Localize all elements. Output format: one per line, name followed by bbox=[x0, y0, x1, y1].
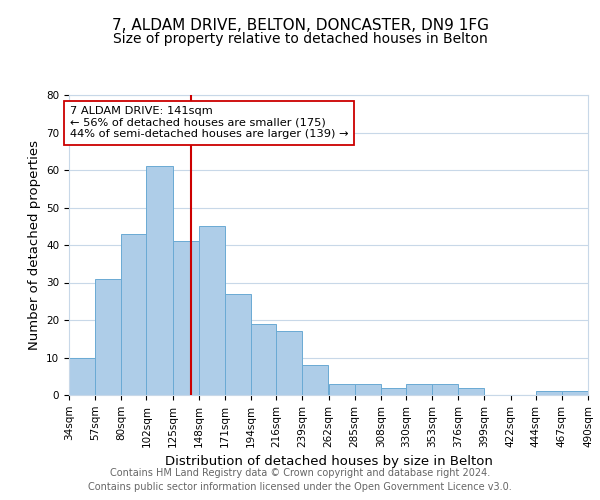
Bar bbox=[146, 166, 173, 395]
Bar bbox=[276, 331, 302, 395]
Text: Size of property relative to detached houses in Belton: Size of property relative to detached ho… bbox=[113, 32, 487, 46]
Bar bbox=[406, 384, 432, 395]
Bar bbox=[199, 226, 225, 395]
Bar bbox=[173, 242, 199, 395]
Bar bbox=[381, 388, 406, 395]
Bar bbox=[225, 294, 251, 395]
Bar bbox=[302, 365, 329, 395]
Bar bbox=[121, 234, 146, 395]
Bar bbox=[536, 391, 562, 395]
Bar bbox=[432, 384, 458, 395]
Text: Contains HM Land Registry data © Crown copyright and database right 2024.
Contai: Contains HM Land Registry data © Crown c… bbox=[88, 468, 512, 492]
Text: 7, ALDAM DRIVE, BELTON, DONCASTER, DN9 1FG: 7, ALDAM DRIVE, BELTON, DONCASTER, DN9 1… bbox=[112, 18, 488, 32]
Bar bbox=[251, 324, 276, 395]
Bar bbox=[69, 358, 95, 395]
Bar bbox=[329, 384, 355, 395]
Bar bbox=[562, 391, 588, 395]
Bar bbox=[458, 388, 484, 395]
Bar bbox=[95, 279, 121, 395]
Bar bbox=[355, 384, 381, 395]
X-axis label: Distribution of detached houses by size in Belton: Distribution of detached houses by size … bbox=[164, 455, 493, 468]
Y-axis label: Number of detached properties: Number of detached properties bbox=[28, 140, 41, 350]
Text: 7 ALDAM DRIVE: 141sqm
← 56% of detached houses are smaller (175)
44% of semi-det: 7 ALDAM DRIVE: 141sqm ← 56% of detached … bbox=[70, 106, 349, 140]
